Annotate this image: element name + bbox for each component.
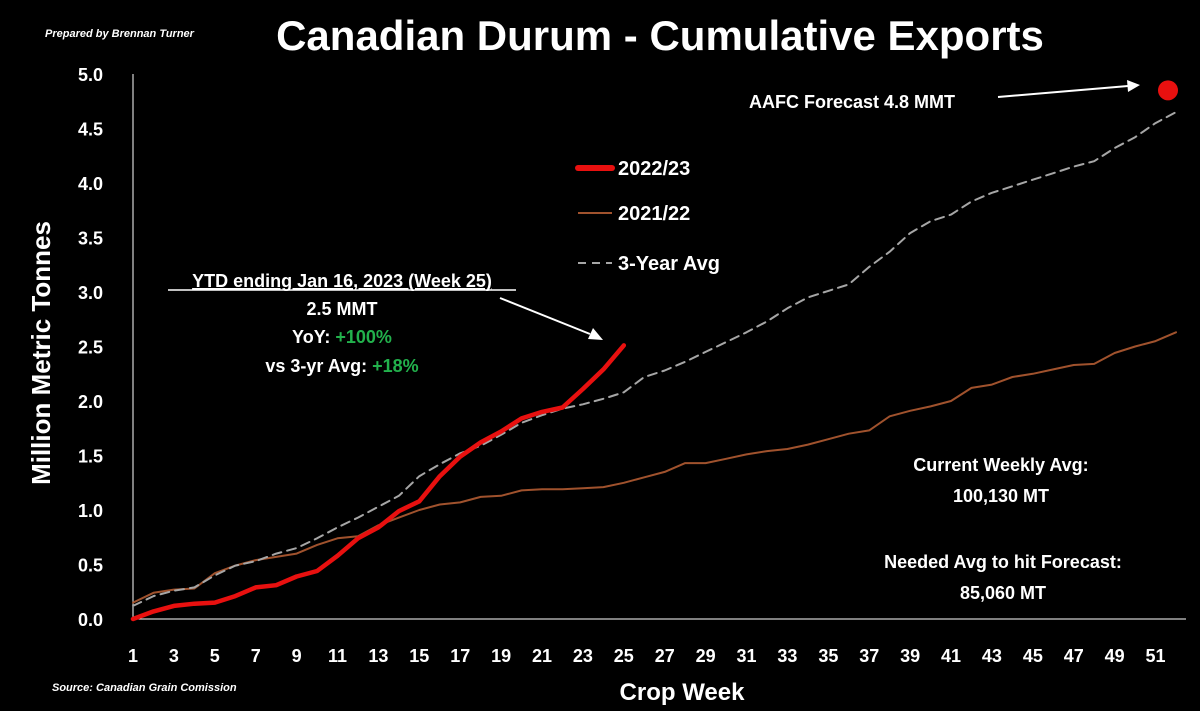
y-tick-labels: 0.0 0.5 1.0 1.5 2.0 2.5 3.0 3.5 4.0 4.5 5.0 [78, 65, 103, 630]
y-tick-label: 3.0 [78, 283, 103, 303]
yoy-value: +100% [335, 327, 392, 347]
forecast-arrow [997, 85, 1129, 98]
vs-avg-value: +18% [372, 356, 419, 376]
weekly-avg-label: Current Weekly Avg: [913, 455, 1088, 475]
x-tick-label: 7 [251, 646, 261, 666]
x-tick-label: 41 [941, 646, 961, 666]
y-tick-label: 4.5 [78, 120, 103, 140]
x-tick-label: 25 [614, 646, 634, 666]
y-tick-label: 4.0 [78, 174, 103, 194]
x-tick-label: 29 [696, 646, 716, 666]
y-tick-label: 2.0 [78, 392, 103, 412]
ytd-arrow [499, 297, 591, 335]
y-tick-label: 1.0 [78, 501, 103, 521]
x-tick-label: 1 [128, 646, 138, 666]
x-tick-label: 11 [328, 646, 347, 666]
x-tick-label: 35 [818, 646, 838, 666]
x-tick-label: 15 [409, 646, 429, 666]
x-tick-label: 19 [491, 646, 511, 666]
x-tick-label: 43 [982, 646, 1002, 666]
forecast-arrowhead [1127, 80, 1140, 92]
ytd-title: YTD ending Jan 16, 2023 (Week 25) [192, 271, 492, 291]
source-note: Source: Canadian Grain Comission [52, 682, 237, 694]
x-tick-label: 47 [1064, 646, 1084, 666]
prepared-by: Prepared by Brennan Turner [45, 28, 195, 40]
plot-area [132, 74, 1186, 620]
x-tick-label: 5 [210, 646, 220, 666]
x-tick-labels: 1 3 5 7 9 11 13 15 17 19 21 23 25 27 29 31 33 35 37 39 41 43 4… [128, 646, 1166, 666]
series-line-2022-23 [130, 343, 627, 622]
series-line-3-year-avg [132, 111, 1177, 607]
yoy-label: YoY: [292, 327, 335, 347]
x-tick-label: 9 [292, 646, 302, 666]
weekly-avg-value: 100,130 MT [953, 486, 1049, 506]
ytd-total: 2.5 MMT [306, 299, 377, 319]
forecast-point [1158, 80, 1178, 101]
x-tick-label: 31 [737, 646, 757, 666]
y-tick-label: 0.5 [78, 556, 103, 576]
x-tick-label: 51 [1146, 646, 1166, 666]
legend: 2022/23 2021/22 3-Year Avg [575, 158, 720, 275]
needed-avg-label: Needed Avg to hit Forecast: [884, 552, 1122, 572]
x-tick-label: 37 [859, 646, 879, 666]
vs-avg-line: vs 3-yr Avg: +18% [265, 356, 418, 376]
legend-label-3-year-avg: 3-Year Avg [618, 253, 720, 275]
y-axis-label: Million Metric Tonnes [26, 221, 56, 485]
ytd-arrowhead [588, 328, 603, 340]
x-tick-label: 49 [1105, 646, 1125, 666]
series-group [130, 111, 1177, 622]
y-tick-label: 1.5 [78, 447, 103, 467]
x-tick-label: 21 [532, 646, 552, 666]
x-tick-label: 33 [777, 646, 797, 666]
needed-avg-value: 85,060 MT [960, 583, 1046, 603]
y-tick-label: 5.0 [78, 65, 103, 85]
x-tick-label: 27 [655, 646, 675, 666]
x-tick-label: 23 [573, 646, 593, 666]
series-line-2021-22 [132, 331, 1177, 604]
y-tick-label: 0.0 [78, 610, 103, 630]
x-tick-label: 39 [900, 646, 920, 666]
legend-label-2022-23: 2022/23 [618, 158, 690, 180]
x-tick-label: 3 [169, 646, 179, 666]
yoy-line: YoY: +100% [292, 327, 392, 347]
forecast-label: AAFC Forecast 4.8 MMT [749, 92, 955, 112]
legend-label-2021-22: 2021/22 [618, 203, 690, 225]
x-tick-label: 45 [1023, 646, 1043, 666]
y-tick-label: 3.5 [78, 229, 103, 249]
x-axis-label: Crop Week [620, 679, 746, 706]
y-tick-label: 2.5 [78, 338, 103, 358]
x-tick-label: 13 [368, 646, 388, 666]
x-tick-label: 17 [450, 646, 470, 666]
vs-avg-label: vs 3-yr Avg: [265, 356, 372, 376]
chart-title: Canadian Durum - Cumulative Exports [276, 12, 1044, 59]
